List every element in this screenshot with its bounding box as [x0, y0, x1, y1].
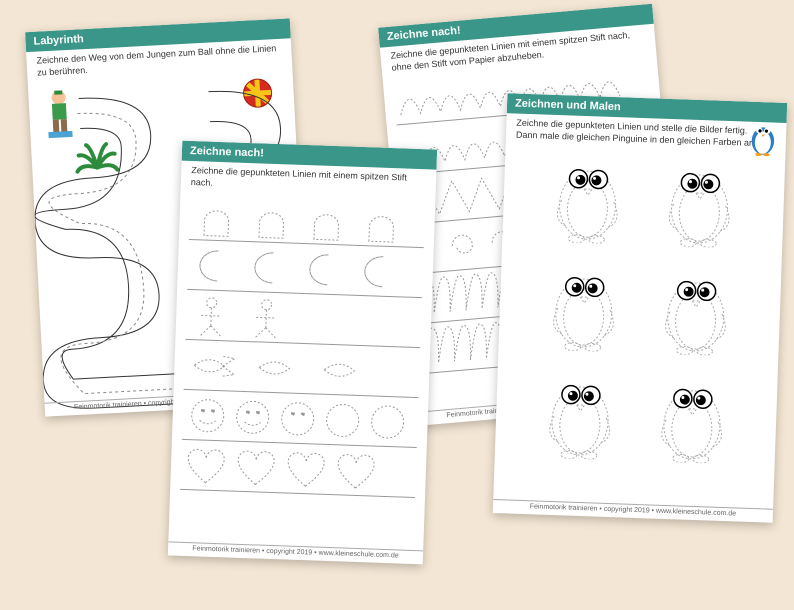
penguin-outline [657, 372, 728, 464]
penguin-outline [552, 152, 623, 244]
penguin-outline [664, 156, 735, 248]
worksheet-penguins: Zeichnen und Malen Zeichne die gepunktet… [493, 93, 787, 523]
penguin-outline [548, 260, 619, 352]
palm-icon [76, 144, 117, 172]
penguin-outline [545, 368, 616, 460]
worksheet-shapes: Zeichne nach! Zeichne die gepunkteten Li… [168, 141, 437, 565]
footer: Feinmotorik trainieren • copyright 2019 … [168, 541, 423, 560]
penguin-outline [660, 264, 731, 356]
footer: Feinmotorik trainieren • copyright 2019 … [493, 499, 773, 519]
